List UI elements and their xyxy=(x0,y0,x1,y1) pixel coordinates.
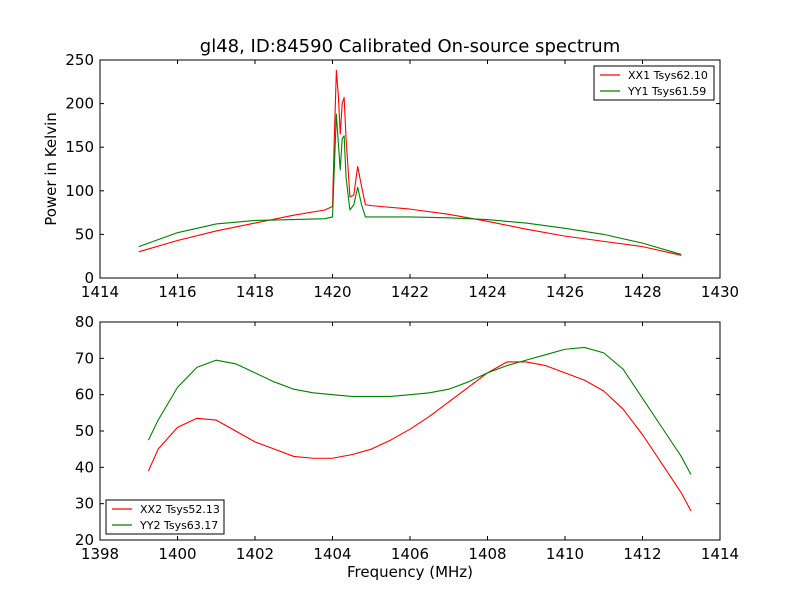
chart-2: 1398 1400 1402 1404 1406 1408 1410 1412 1414 20 30… xyxy=(75,313,739,581)
x-tick-label: 1402 xyxy=(236,545,274,563)
y-tick-label: 30 xyxy=(75,495,94,513)
y-tick-label: 0 xyxy=(84,269,94,287)
x-tick-label: 1406 xyxy=(391,545,429,563)
x-tick-label: 1414 xyxy=(81,283,119,301)
y-axis-label: Power in Kelvin xyxy=(42,112,60,226)
x-tick-label: 1422 xyxy=(391,283,429,301)
y-tick-label: 60 xyxy=(75,386,94,404)
series-line-2-1 xyxy=(147,361,692,512)
series-line-2-2 xyxy=(147,346,692,475)
chart-title: gl48, ID:84590 Calibrated On-source spec… xyxy=(200,36,620,57)
x-tick-label: 1426 xyxy=(546,283,584,301)
x-tick-label: 1428 xyxy=(623,283,661,301)
y-tick-label: 250 xyxy=(65,51,94,69)
x-tick-label: 1418 xyxy=(236,283,274,301)
legend: XX2 Tsys52.13 YY2 Tsys63.17 xyxy=(105,499,225,535)
legend: XX1 Tsys62.10 YY1 Tsys61.59 xyxy=(593,65,715,101)
y-tick-label: 200 xyxy=(65,95,94,113)
x-tick-label: 1398 xyxy=(81,545,119,563)
x-tick-label: 1408 xyxy=(468,545,506,563)
legend-box xyxy=(593,65,715,101)
x-tick-label: 1420 xyxy=(313,283,351,301)
x-tick-label: 1410 xyxy=(546,545,584,563)
x-tick-label: 1430 xyxy=(701,283,739,301)
x-tick-label: 1424 xyxy=(468,283,506,301)
legend-entry-label: XX2 Tsys52.13 xyxy=(140,503,220,516)
x-tick-label: 1414 xyxy=(701,545,739,563)
chart-1: 1414 1416 1418 1420 1422 1424 1426 1428 1430 0 50 1… xyxy=(42,36,739,301)
x-tick-label: 1404 xyxy=(313,545,351,563)
legend-entry-label: YY1 Tsys61.59 xyxy=(627,85,706,98)
legend-entry-label: YY2 Tsys63.17 xyxy=(139,519,218,532)
y-tick-label: 70 xyxy=(75,349,94,367)
x-tick-label: 1412 xyxy=(623,545,661,563)
x-tick-label: 1400 xyxy=(158,545,196,563)
y-tick-label: 80 xyxy=(75,313,94,331)
y-tick-label: 150 xyxy=(65,138,94,156)
series-line-1-2 xyxy=(138,113,682,255)
y-tick-label: 20 xyxy=(75,531,94,549)
x-axis-label: Frequency (MHz) xyxy=(347,563,473,581)
legend-entry-label: XX1 Tsys62.10 xyxy=(628,69,708,82)
x-tick-label: 1416 xyxy=(158,283,196,301)
y-tick-label: 50 xyxy=(75,225,94,243)
plots: 1414 1416 1418 1420 1422 1424 1426 1428 14300501… xyxy=(42,36,739,581)
y-tick-label: 40 xyxy=(75,458,94,476)
legend-box xyxy=(105,499,225,535)
y-tick-label: 100 xyxy=(65,182,94,200)
series-line-1-1 xyxy=(138,69,682,256)
y-tick-label: 50 xyxy=(75,422,94,440)
